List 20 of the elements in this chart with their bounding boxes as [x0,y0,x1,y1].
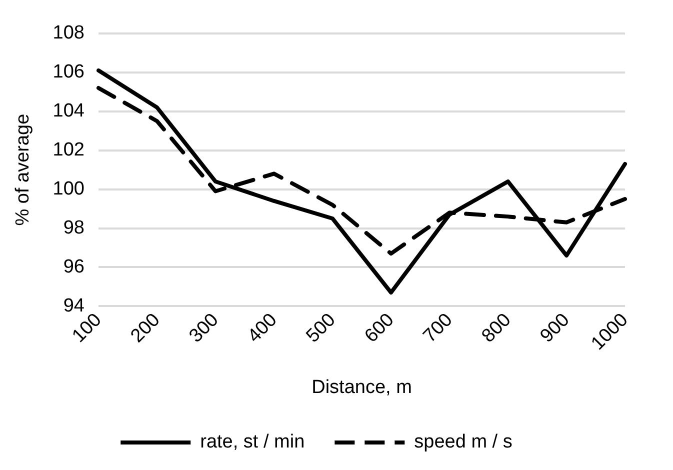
legend-label: rate, st / min [200,432,305,453]
y-tick-label: 106 [52,62,84,83]
y-tick-label: 108 [52,22,84,44]
y-axis-title: % of average [12,114,34,226]
y-tick-label: 96 [63,256,84,278]
x-tick-label: 700 [419,310,457,347]
x-tick-label: 300 [185,310,223,347]
y-tick-label: 94 [63,295,85,316]
y-tick-label: 100 [52,178,84,200]
y-tick-label: 104 [52,100,85,122]
x-tick-label: 900 [536,310,574,347]
x-tick-label: 800 [478,310,516,347]
x-axis-title: Distance, m [312,376,412,398]
y-tick-label: 98 [63,217,84,238]
x-tick-label: 200 [126,310,164,347]
y-tick-label: 102 [52,140,84,161]
legend-label: speed m / s [414,432,512,453]
x-tick-label: 400 [244,310,282,347]
x-tick-label: 600 [360,310,398,347]
x-tick-label: 500 [302,310,340,347]
